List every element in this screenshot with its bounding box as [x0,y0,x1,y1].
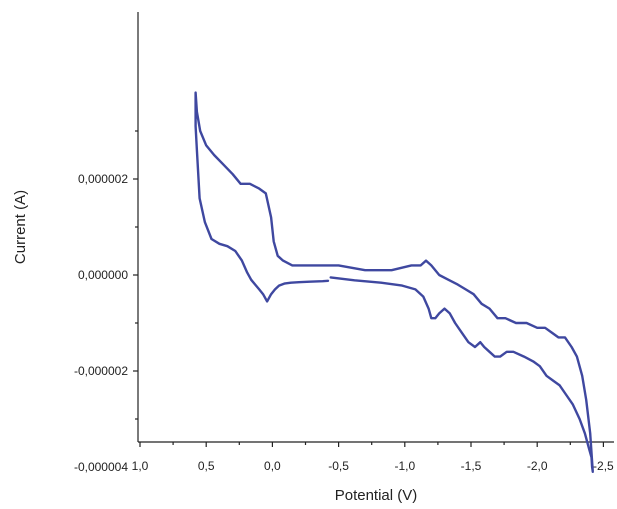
x-tick-label: -1,5 [461,459,482,473]
series-layer [194,91,594,473]
y-tick-label: -0,000004 [74,460,128,474]
x-tick-label: -2,5 [593,459,614,473]
x-tick-label: -2,0 [527,459,548,473]
x-axis-title: Potential (V) [335,487,418,504]
y-tick-label: 0,000000 [78,268,128,282]
x-tick-label: 0,5 [198,459,215,473]
y-ticks: -0,000004 -0,000002 0,000000 0,000002 [74,130,138,474]
axes [137,12,614,443]
x-tick-label: -0,5 [328,459,349,473]
x-ticks: 1,0 0,5 0,0 -0,5 -1,0 -1,5 -2,0 -2,5 [132,442,614,473]
y-tick-label: -0,000002 [74,364,128,378]
x-tick-label: -1,0 [394,459,415,473]
x-tick-label: 1,0 [132,459,149,473]
y-tick-label: 0,000002 [78,172,128,186]
series-line-0 [194,91,594,473]
y-axis-title: Current (A) [12,190,29,264]
x-tick-label: 0,0 [264,459,281,473]
